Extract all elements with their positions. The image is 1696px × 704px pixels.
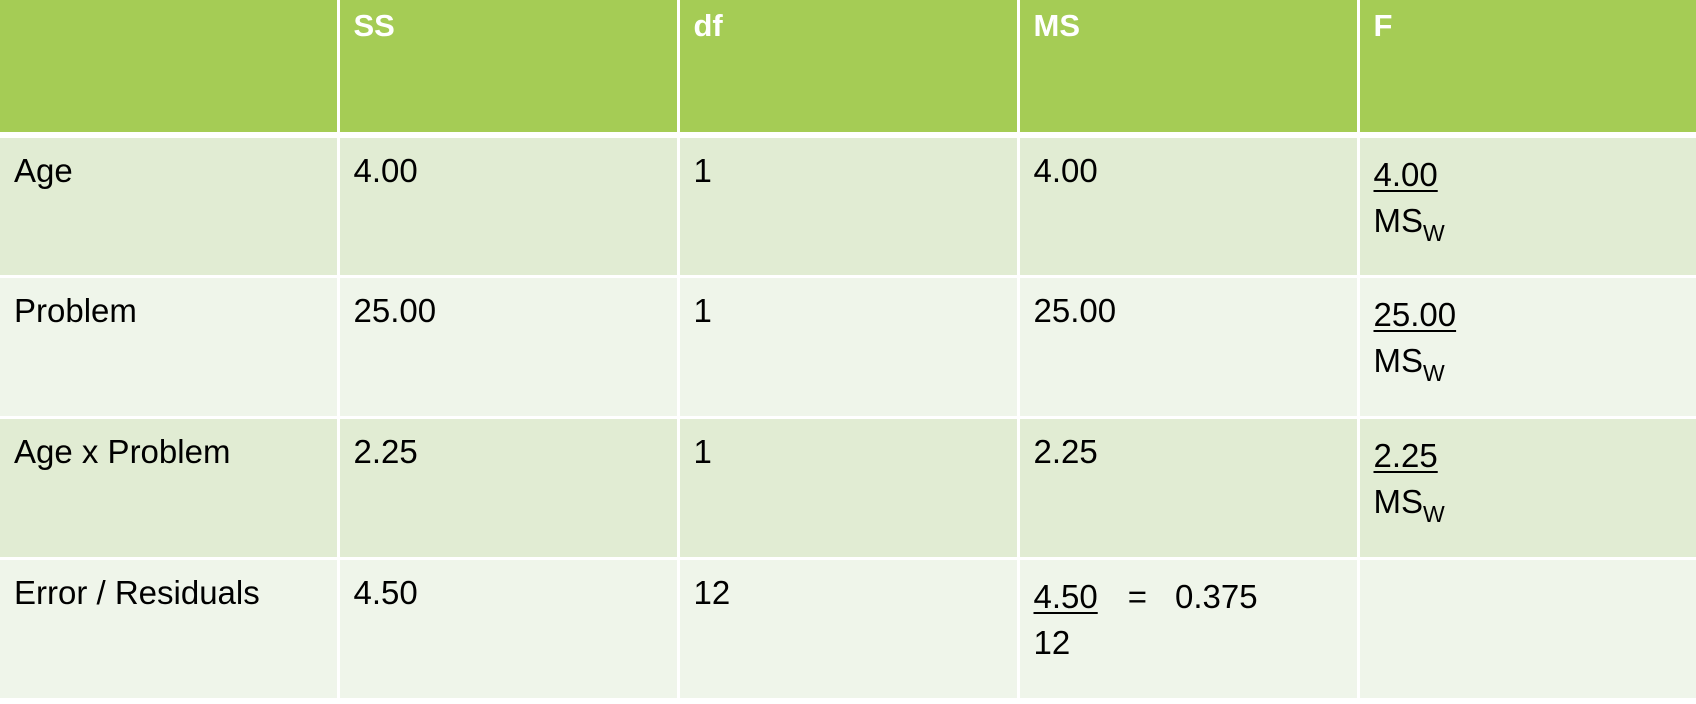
f-denominator-subscript: W <box>1423 359 1445 386</box>
source-cell: Age x Problem <box>0 415 338 558</box>
ms-cell: 4.00 <box>1016 135 1358 276</box>
f-denominator-ms: MS <box>1373 202 1424 239</box>
table-row-problem: Problem 25.00 1 25.00 25.00 MSW <box>0 274 1696 417</box>
ms-cell: 4.50 = 0.375 12 <box>1016 556 1358 698</box>
f-denominator-subscript: W <box>1423 220 1445 246</box>
ms-denominator: 12 <box>1033 623 1071 661</box>
header-df: df <box>676 0 1018 138</box>
source-cell: Error / Residuals <box>0 556 338 698</box>
df-cell: 1 <box>676 415 1018 558</box>
f-denominator: MSW <box>1374 198 1696 256</box>
header-ss: SS <box>336 0 678 138</box>
header-row: SS df MS F <box>0 0 1696 138</box>
source-cell: Age <box>0 135 338 276</box>
df-cell: 1 <box>676 135 1018 276</box>
ss-cell: 2.25 <box>336 415 678 558</box>
ss-cell: 4.00 <box>336 135 678 276</box>
header-ms: MS <box>1016 0 1358 138</box>
f-denominator: MSW <box>1374 479 1696 537</box>
f-denominator-ms: MS <box>1373 482 1424 520</box>
f-cell <box>1356 556 1696 698</box>
df-cell: 12 <box>676 556 1018 698</box>
f-denominator-ms: MS <box>1373 341 1424 379</box>
f-denominator: MSW <box>1374 338 1696 396</box>
source-cell: Problem <box>0 274 338 417</box>
f-numerator: 2.25 <box>1373 436 1438 474</box>
equals-sign: = <box>1127 577 1148 615</box>
f-cell: 2.25 MSW <box>1356 415 1696 558</box>
f-cell: 4.00 MSW <box>1356 135 1696 276</box>
table-row-interaction: Age x Problem 2.25 1 2.25 2.25 MSW <box>0 415 1696 558</box>
ms-result: 0.375 <box>1175 577 1258 615</box>
df-cell: 1 <box>676 274 1018 417</box>
table-row-age: Age 4.00 1 4.00 4.00 MSW <box>0 135 1696 276</box>
ms-numerator: 4.50 <box>1033 577 1098 615</box>
f-denominator-subscript: W <box>1423 500 1445 527</box>
table-row-error: Error / Residuals 4.50 12 4.50 = 0.375 12 <box>0 556 1696 698</box>
ms-calculation: 4.50 = 0.375 <box>1034 574 1357 620</box>
f-numerator: 25.00 <box>1373 295 1457 333</box>
ss-cell: 25.00 <box>336 274 678 417</box>
ms-cell: 25.00 <box>1016 274 1358 417</box>
header-source <box>0 0 338 138</box>
header-f: F <box>1356 0 1696 138</box>
ms-cell: 2.25 <box>1016 415 1358 558</box>
ss-cell: 4.50 <box>336 556 678 698</box>
f-numerator: 4.00 <box>1373 156 1438 193</box>
f-cell: 25.00 MSW <box>1356 274 1696 417</box>
